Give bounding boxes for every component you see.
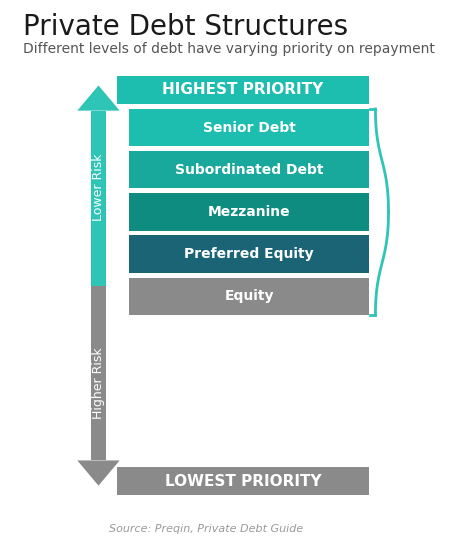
Polygon shape <box>91 111 106 285</box>
Text: Mezzanine: Mezzanine <box>208 205 291 219</box>
FancyBboxPatch shape <box>129 236 370 273</box>
Polygon shape <box>77 86 120 111</box>
Text: Preferred Equity: Preferred Equity <box>184 247 314 261</box>
Text: Private Debt Structures: Private Debt Structures <box>23 13 348 40</box>
FancyBboxPatch shape <box>117 467 370 495</box>
FancyBboxPatch shape <box>129 109 370 146</box>
FancyBboxPatch shape <box>129 278 370 315</box>
Polygon shape <box>77 461 120 486</box>
Text: Equity: Equity <box>224 289 274 303</box>
Text: Higher Risk: Higher Risk <box>92 348 105 419</box>
Text: Lower Risk: Lower Risk <box>92 154 105 221</box>
Polygon shape <box>91 285 106 461</box>
Text: Different levels of debt have varying priority on repayment: Different levels of debt have varying pr… <box>23 42 435 56</box>
FancyBboxPatch shape <box>129 151 370 189</box>
Text: Source: Preqin, Private Debt Guide: Source: Preqin, Private Debt Guide <box>109 524 304 534</box>
Text: Senior Debt: Senior Debt <box>203 121 295 134</box>
FancyBboxPatch shape <box>117 76 370 104</box>
FancyBboxPatch shape <box>129 194 370 231</box>
Text: Subordinated Debt: Subordinated Debt <box>175 163 323 177</box>
Text: HIGHEST PRIORITY: HIGHEST PRIORITY <box>162 82 323 97</box>
Text: LOWEST PRIORITY: LOWEST PRIORITY <box>165 474 322 489</box>
